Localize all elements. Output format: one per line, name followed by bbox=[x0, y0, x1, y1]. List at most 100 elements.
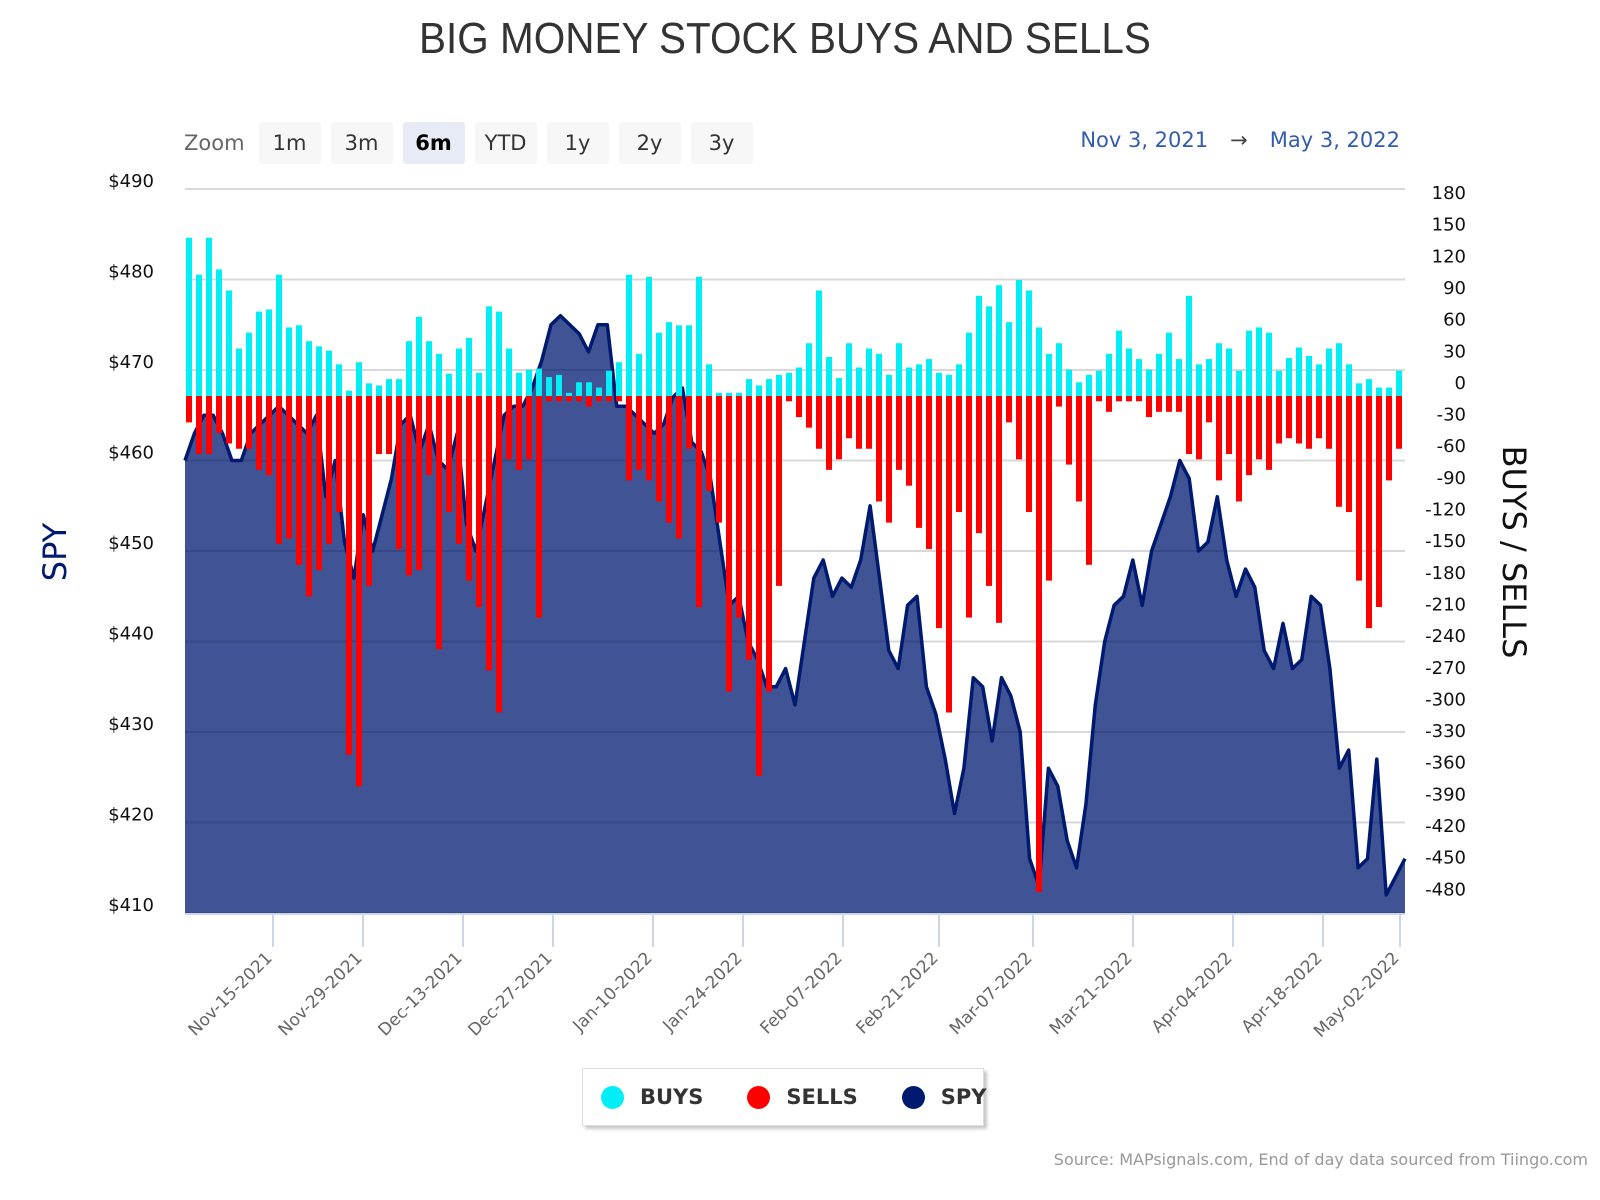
sell-bar bbox=[576, 396, 582, 402]
buy-bar bbox=[206, 237, 212, 396]
sell-bar bbox=[206, 396, 212, 455]
zoom-button-1m[interactable]: 1m bbox=[258, 122, 321, 164]
buy-bar bbox=[326, 350, 332, 396]
sell-bar bbox=[1016, 396, 1022, 460]
sell-bar bbox=[1176, 396, 1182, 412]
buy-bar bbox=[546, 377, 552, 396]
buy-bar bbox=[1326, 348, 1332, 396]
legend-item-buys[interactable]: BUYS bbox=[601, 1085, 703, 1109]
zoom-button-1y[interactable]: 1y bbox=[546, 122, 609, 164]
buy-bar bbox=[346, 390, 352, 396]
legend-item-sells[interactable]: SELLS bbox=[747, 1085, 858, 1109]
y-left-tick-label: $410 bbox=[108, 895, 154, 916]
buy-bar bbox=[676, 325, 682, 396]
sell-bar bbox=[656, 396, 662, 502]
sell-bar bbox=[666, 396, 672, 523]
buy-bar bbox=[696, 276, 702, 396]
buy-bar bbox=[286, 327, 292, 396]
zoom-button-3y[interactable]: 3y bbox=[690, 122, 753, 164]
sell-bar bbox=[1286, 396, 1292, 439]
sell-bar bbox=[946, 396, 952, 713]
buy-bar bbox=[606, 370, 612, 396]
y-right-tick-label: -30 bbox=[1437, 405, 1466, 426]
buy-bar bbox=[986, 306, 992, 396]
sell-bar bbox=[246, 396, 252, 449]
zoom-label: Zoom bbox=[184, 131, 245, 155]
sell-bar bbox=[706, 396, 712, 491]
y-left-tick-label: $430 bbox=[108, 714, 154, 735]
buy-bar bbox=[826, 356, 832, 396]
sell-bar bbox=[1116, 396, 1122, 402]
y-right-tick-label: -120 bbox=[1425, 500, 1466, 521]
sell-bar bbox=[306, 396, 312, 597]
y-axis-right-title: BUYS / SELLS bbox=[1495, 446, 1533, 659]
sell-bar bbox=[906, 396, 912, 486]
buy-bar bbox=[736, 392, 742, 396]
x-tick-label: Jan-24-2022 bbox=[659, 948, 747, 1036]
sell-bar bbox=[826, 396, 832, 470]
range-from-input[interactable]: Nov 3, 2021 bbox=[1080, 128, 1209, 152]
buy-bar bbox=[766, 379, 772, 396]
sell-bar bbox=[336, 396, 342, 513]
sell-bar bbox=[466, 396, 472, 581]
buy-bar bbox=[1026, 290, 1032, 396]
sell-bar bbox=[1396, 396, 1402, 449]
range-arrow-icon: → bbox=[1230, 128, 1248, 152]
y-right-tick-label: -60 bbox=[1437, 436, 1466, 457]
buy-bar bbox=[816, 290, 822, 396]
y-right-tick-label: -450 bbox=[1425, 848, 1466, 869]
y-right-tick-label: -360 bbox=[1425, 753, 1466, 774]
sell-bar bbox=[356, 396, 362, 787]
y-right-tick-label: 30 bbox=[1443, 341, 1466, 362]
zoom-button-3m[interactable]: 3m bbox=[330, 122, 393, 164]
y-right-tick-label: -210 bbox=[1425, 594, 1466, 615]
buy-bar bbox=[566, 392, 572, 396]
buy-bar bbox=[806, 343, 812, 396]
sell-bar bbox=[796, 396, 802, 418]
sell-bar bbox=[446, 396, 452, 513]
sell-bar bbox=[296, 396, 302, 565]
buy-bar bbox=[266, 309, 272, 396]
sell-bar bbox=[736, 396, 742, 618]
buy-bar bbox=[1316, 364, 1322, 396]
buy-bar bbox=[1006, 322, 1012, 396]
sell-bar bbox=[1096, 396, 1102, 402]
buy-bar bbox=[1196, 364, 1202, 396]
buy-bar bbox=[1156, 353, 1162, 396]
sell-bar bbox=[506, 396, 512, 460]
buy-bar bbox=[516, 372, 522, 396]
y-right-tick-label: -270 bbox=[1425, 658, 1466, 679]
buy-bar bbox=[1236, 370, 1242, 396]
sell-bar bbox=[1216, 396, 1222, 481]
buy-bar bbox=[976, 295, 982, 396]
sell-bar bbox=[1196, 396, 1202, 460]
y-right-tick-label: -390 bbox=[1425, 784, 1466, 805]
zoom-button-ytd[interactable]: YTD bbox=[474, 122, 537, 164]
buy-bar bbox=[466, 337, 472, 396]
buy-bar bbox=[1076, 382, 1082, 396]
buy-bar bbox=[1356, 383, 1362, 396]
legend-item-spy[interactable]: SPY bbox=[901, 1085, 986, 1109]
sell-bar bbox=[516, 396, 522, 470]
sells-dot-icon bbox=[747, 1085, 771, 1109]
y-right-tick-label: 60 bbox=[1443, 310, 1466, 331]
sell-bar bbox=[1376, 396, 1382, 607]
y-right-tick-label: 150 bbox=[1432, 215, 1466, 236]
y-right-tick-label: 0 bbox=[1455, 373, 1466, 394]
y-left-tick-label: $470 bbox=[108, 352, 154, 373]
buy-bar bbox=[626, 274, 632, 396]
buy-bar bbox=[1366, 379, 1372, 396]
sell-bar bbox=[326, 396, 332, 544]
buy-bar bbox=[496, 311, 502, 396]
y-right-tick-label: 180 bbox=[1432, 183, 1466, 204]
buy-bar bbox=[1276, 370, 1282, 396]
range-to-input[interactable]: May 3, 2022 bbox=[1269, 128, 1400, 152]
buy-bar bbox=[886, 374, 892, 396]
buy-bar bbox=[1216, 343, 1222, 396]
zoom-button-6m[interactable]: 6m bbox=[402, 122, 465, 164]
legend-label-sells: SELLS bbox=[786, 1085, 858, 1109]
sell-bar bbox=[836, 396, 842, 460]
zoom-button-2y[interactable]: 2y bbox=[618, 122, 681, 164]
buy-bar bbox=[946, 374, 952, 396]
buy-bar bbox=[666, 322, 672, 396]
